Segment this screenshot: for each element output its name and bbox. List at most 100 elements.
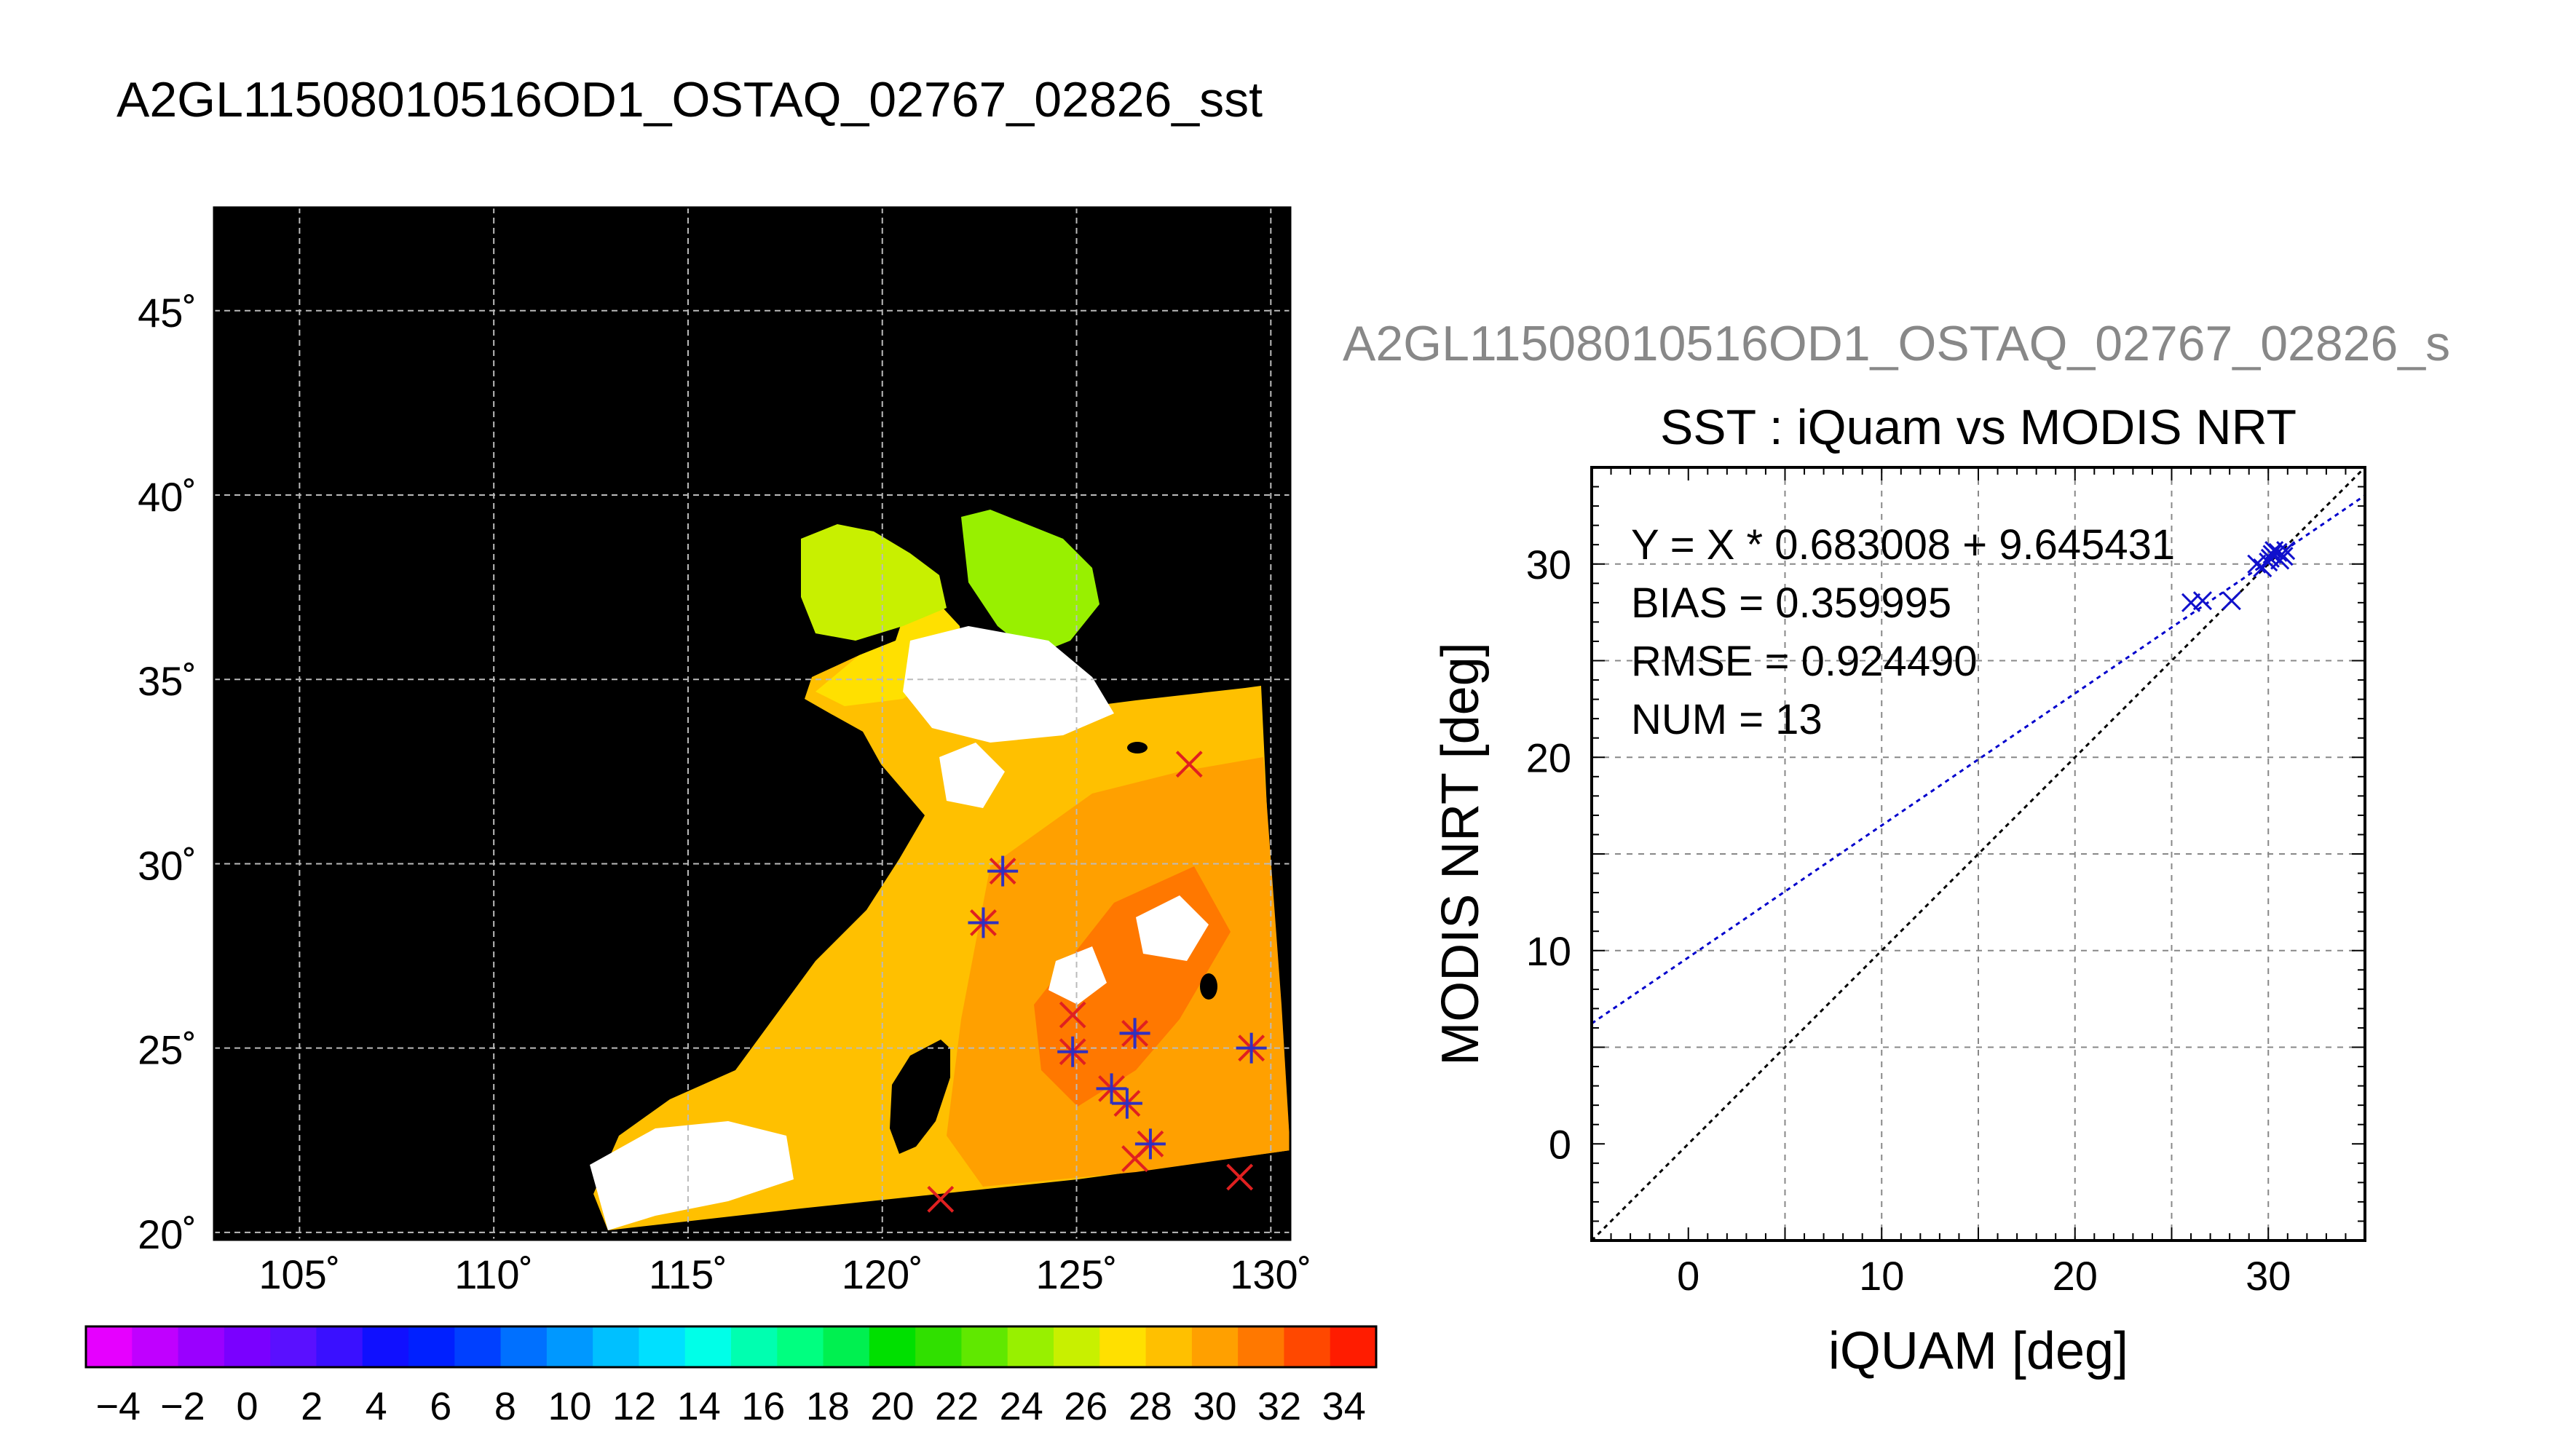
scatter-point <box>2222 591 2241 611</box>
cloud-1 <box>903 626 1114 743</box>
scatter-y-tick-labels: 0 10 20 30 <box>1526 542 1571 1168</box>
cloud-2 <box>590 1121 794 1230</box>
colorbar-tick-label: 16 <box>741 1385 785 1428</box>
island-north <box>1127 742 1148 753</box>
match-stroke <box>1175 751 1203 778</box>
scatter-point-stroke <box>2192 591 2213 611</box>
scatter-point <box>2276 541 2296 561</box>
colorbar-tick-label: 6 <box>430 1385 451 1428</box>
scatter-point <box>2260 548 2280 568</box>
map-match-point <box>1134 1128 1166 1160</box>
colorbar-tick-label: 4 <box>366 1385 387 1428</box>
map-lat-label: 25˚ <box>138 1027 197 1073</box>
scatter-y-tick-label: 10 <box>1526 928 1571 974</box>
map-match-point <box>1059 1001 1086 1029</box>
scatter-grid <box>1592 467 2365 1241</box>
map-lon-label: 125˚ <box>1035 1251 1117 1297</box>
map-lat-label: 30˚ <box>138 842 197 888</box>
stat-equation: Y = X * 0.683008 + 9.645431 <box>1631 521 2175 569</box>
fit-line <box>1592 494 2365 1025</box>
scatter-point-stroke <box>2247 554 2267 574</box>
colorbar-cell <box>1191 1326 1239 1367</box>
map-match-point <box>1236 1032 1267 1064</box>
colorbar-cell <box>1099 1326 1147 1367</box>
map-lat-label: 45˚ <box>138 290 197 336</box>
map-lat-label: 35˚ <box>138 658 197 704</box>
map-lat-label: 20˚ <box>138 1211 197 1257</box>
map-match-point <box>968 907 999 938</box>
colorbar-labels: −4 −2 0 2 4 6 8 10 12 14 16 18 20 22 24 26 28 30 32 34 <box>96 1385 1366 1428</box>
cloud-3 <box>939 743 1005 808</box>
colorbar-tick-label: 28 <box>1129 1385 1172 1428</box>
scatter-x-tick-labels: 0 10 20 30 <box>1677 1253 2291 1299</box>
colorbar-cell <box>1054 1326 1100 1367</box>
scatter-point <box>2262 545 2282 564</box>
colorbar-cell <box>454 1326 502 1367</box>
scatter-overlay-title: A2GL11508010516OD1_OSTAQ_02767_02826_s <box>1343 316 2450 371</box>
scatter-point <box>2181 593 2201 612</box>
map-match-point <box>987 855 1019 887</box>
sst-swath <box>590 510 1290 1230</box>
colorbar-cell <box>593 1326 639 1367</box>
swath-green-2 <box>961 510 1099 655</box>
colorbar-tick-label: 22 <box>935 1385 979 1428</box>
colorbar-cell <box>639 1326 686 1367</box>
map-lon-labels: 105˚ 110˚ 115˚ 120˚ 125˚ 130˚ <box>258 1251 1311 1297</box>
scatter-x-tick-label: 0 <box>1677 1253 1699 1299</box>
scatter-title: SST : iQuam vs MODIS NRT <box>1660 400 2297 455</box>
colorbar-tick-label: 8 <box>494 1385 516 1428</box>
colorbar-cell <box>1238 1326 1284 1367</box>
scatter-point-stroke <box>2268 542 2288 562</box>
colorbar-cell <box>500 1326 548 1367</box>
colorbar-tick-label: 0 <box>236 1385 258 1428</box>
colorbar-cell <box>86 1326 133 1367</box>
colorbar-cell <box>224 1326 271 1367</box>
colorbar-cell <box>270 1326 317 1367</box>
scatter-point <box>2247 554 2267 574</box>
colorbar-tick-label: 12 <box>612 1385 656 1428</box>
scatter-x-tick-label: 10 <box>1859 1253 1904 1299</box>
scatter-point-stroke <box>2260 548 2280 568</box>
colorbar-tick-label: 2 <box>301 1385 323 1428</box>
map-match-point <box>1119 1018 1150 1049</box>
colorbar-cell <box>1330 1326 1377 1367</box>
map-lat-label: 40˚ <box>138 474 197 520</box>
main-title: A2GL11508010516OD1_OSTAQ_02767_02826_sst <box>117 72 1263 127</box>
colorbar-cell <box>684 1326 732 1367</box>
land-strip-1 <box>1191 510 1203 539</box>
colorbar-tick-label: 10 <box>548 1385 591 1428</box>
scatter-x-tick-label: 30 <box>2246 1253 2291 1299</box>
colorbar-cell <box>777 1326 824 1367</box>
scatter-x-tick-label: 20 <box>2053 1253 2098 1299</box>
island-ryukyu <box>1200 973 1217 1000</box>
scatter-point-stroke <box>2181 593 2201 612</box>
swath-green-north <box>801 524 947 641</box>
colorbar-cell <box>1145 1326 1193 1367</box>
taiwan-land <box>890 1040 950 1154</box>
map-lon-label: 105˚ <box>258 1251 340 1297</box>
colorbar-tick-label: 20 <box>870 1385 914 1428</box>
scatter-ylabel: MODIS NRT [deg] <box>1431 642 1490 1066</box>
scatter-y-tick-label: 20 <box>1526 735 1571 780</box>
colorbar: −4 −2 0 2 4 6 8 10 12 14 16 18 20 22 24 26 28 30 32 34 <box>84 1325 1378 1428</box>
map-lon-label: 110˚ <box>454 1251 533 1297</box>
colorbar-cell <box>316 1326 363 1367</box>
map-match-point <box>1057 1036 1089 1067</box>
scatter-ticks <box>1592 467 2365 1241</box>
colorbar-tick-label: 34 <box>1322 1385 1366 1428</box>
sst-map: 45˚40˚35˚30˚25˚20˚ 105˚ 110˚ 115˚ 120˚ 125˚ 1… <box>138 206 1311 1297</box>
scatter-plot: 0 10 20 30 0 10 20 30 Y = X * 0.683008 + 9.645… <box>1431 466 2366 1380</box>
scatter-y-tick-label: 30 <box>1526 542 1571 587</box>
map-lon-label: 115˚ <box>649 1251 727 1297</box>
colorbar-cell <box>362 1326 409 1367</box>
scatter-point-stroke <box>2222 591 2241 611</box>
colorbar-cell <box>869 1326 916 1367</box>
match-stroke <box>1226 1163 1254 1191</box>
scatter-y-tick-label: 0 <box>1549 1121 1571 1167</box>
map-lon-label: 120˚ <box>842 1251 923 1297</box>
stat-bias: BIAS = 0.359995 <box>1631 579 1951 627</box>
scatter-point-stroke <box>2276 541 2296 561</box>
match-stroke <box>1059 1001 1086 1029</box>
scatter-point <box>2192 591 2213 611</box>
map-lat-labels: 45˚ 40˚ 35˚ 30˚ 25˚ 20˚ <box>138 290 197 1257</box>
